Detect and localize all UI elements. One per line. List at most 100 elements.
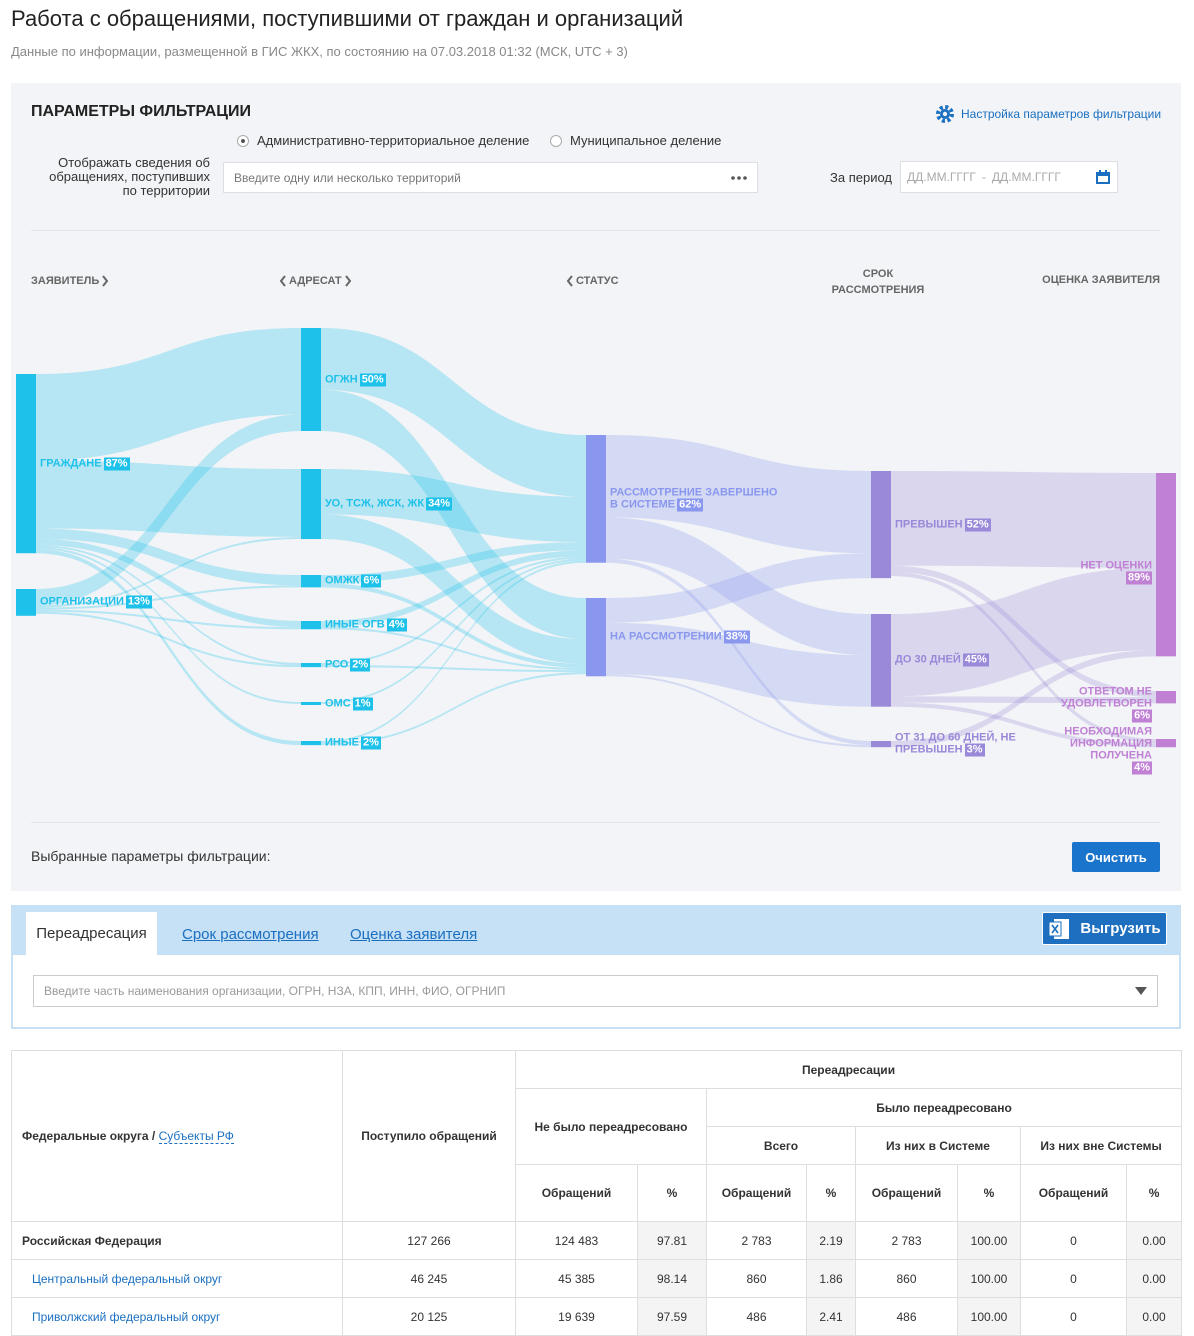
node-label[interactable]: ИНЫЕ ОГВ 4%: [325, 618, 407, 632]
node-label[interactable]: ПРЕВЫШЕН 52%: [895, 518, 991, 532]
chevron-left[interactable]: [566, 274, 574, 288]
radio-label[interactable]: Административно-территориальное деление: [257, 133, 530, 148]
column-title-text[interactable]: АДРЕСАТ: [289, 275, 342, 287]
chevron-right[interactable]: [344, 274, 352, 288]
node-label-text[interactable]: ОРГАНИЗАЦИИ: [40, 595, 124, 608]
node-label[interactable]: НА РАССМОТРЕНИИ 38%: [610, 630, 750, 644]
node-value-badge[interactable]: 34%: [426, 497, 453, 511]
node-value-badge[interactable]: 52%: [964, 518, 991, 532]
column-title[interactable]: АДРЕСАТ: [279, 274, 352, 288]
node[interactable]: [16, 374, 36, 554]
column-title-text[interactable]: ЗАЯВИТЕЛЬ: [31, 275, 100, 287]
node[interactable]: [301, 741, 321, 746]
node-label-text[interactable]: УО, ТСЖ, ЖСК, ЖК: [325, 497, 425, 510]
node[interactable]: [871, 741, 891, 748]
node-label-text[interactable]: ИНЫЕ: [325, 736, 359, 749]
column-title-text[interactable]: СТАТУС: [576, 275, 619, 287]
excel-icon[interactable]: [1048, 918, 1070, 940]
node-label[interactable]: ОРГАНИЗАЦИИ 13%: [40, 595, 152, 609]
chevron-left[interactable]: [279, 274, 287, 288]
node-label-text[interactable]: ОТ 31 ДО 60 ДНЕЙ, НЕ ПРЕВЫШЕН: [895, 731, 1016, 756]
node-value-badge[interactable]: 4%: [386, 618, 407, 632]
node-label[interactable]: ИНЫЕ 2%: [325, 736, 381, 750]
node-value-badge[interactable]: 62%: [677, 498, 704, 512]
node-label[interactable]: НЕОБХОДИМАЯ ИНФОРМАЦИЯ ПОЛУЧЕНА 4%: [1042, 726, 1152, 775]
node-label[interactable]: ОГЖН 50%: [325, 373, 386, 386]
node[interactable]: [301, 469, 321, 540]
node[interactable]: [586, 598, 606, 677]
node-value-badge[interactable]: 2%: [350, 658, 371, 672]
node[interactable]: [1156, 691, 1176, 704]
dropdown-arrow[interactable]: [1135, 987, 1147, 995]
node-label-text[interactable]: ГРАЖДАНЕ: [40, 457, 102, 470]
search-select[interactable]: Введите часть наименования организации, …: [33, 975, 1158, 1007]
node[interactable]: [301, 575, 321, 588]
node-label[interactable]: ОТ 31 ДО 60 ДНЕЙ, НЕ ПРЕВЫШЕН 3%: [895, 732, 1045, 757]
node[interactable]: [871, 471, 891, 579]
node-value-badge[interactable]: 89%: [1125, 571, 1152, 585]
node-value-badge[interactable]: 13%: [125, 595, 152, 609]
node[interactable]: [301, 702, 321, 705]
radio-circle[interactable]: [237, 134, 249, 147]
node-label-text[interactable]: ОМЖК: [325, 574, 360, 587]
radio-option[interactable]: Административно-территориальное деление: [237, 133, 529, 148]
date-input[interactable]: ДД.ММ.ГГГГ - ДД.ММ.ГГГГ: [900, 161, 1118, 193]
node-label-text[interactable]: ИНЫЕ ОГВ: [325, 618, 385, 631]
tab-active[interactable]: Переадресация: [26, 912, 157, 955]
column-title[interactable]: СТАТУС: [566, 274, 619, 288]
node-label-text[interactable]: РАССМОТРЕНИЕ ЗАВЕРШЕНО В СИСТЕМЕ: [610, 486, 778, 511]
node-label[interactable]: ДО 30 ДНЕЙ 45%: [895, 653, 989, 667]
export-button[interactable]: Выгрузить: [1042, 912, 1167, 945]
node-label-text[interactable]: НА РАССМОТРЕНИИ: [610, 630, 722, 643]
node-value-badge[interactable]: 6%: [1132, 709, 1152, 723]
settings-link[interactable]: Настройка параметров фильтрации: [935, 104, 1161, 124]
table-cell[interactable]: Приволжский федеральный округ: [11, 1297, 343, 1336]
radio-circle[interactable]: [550, 134, 562, 147]
node-label-text[interactable]: ОТВЕТОМ НЕ УДОВЛЕТВОРЕН: [1061, 685, 1152, 710]
node-value-badge[interactable]: 38%: [723, 630, 750, 644]
node-value-badge[interactable]: 4%: [1132, 761, 1152, 775]
node-label[interactable]: РСО 2%: [325, 658, 371, 672]
column-title[interactable]: ЗАЯВИТЕЛЬ: [31, 274, 109, 288]
node[interactable]: [871, 614, 891, 707]
node-label-text[interactable]: ОМС: [325, 697, 351, 709]
node[interactable]: [301, 663, 321, 668]
radio-label[interactable]: Муниципальное деление: [570, 133, 722, 148]
node-label[interactable]: ОТВЕТОМ НЕ УДОВЛЕТВОРЕН 6%: [1042, 686, 1152, 723]
node-label-text[interactable]: ДО 30 ДНЕЙ: [895, 653, 961, 666]
radio-option[interactable]: Муниципальное деление: [550, 133, 721, 148]
settings-text[interactable]: Настройка параметров фильтрации: [961, 107, 1162, 121]
node-label[interactable]: ОМС 1%: [325, 697, 373, 710]
calendar-icon[interactable]: [1095, 169, 1111, 185]
chevron-right[interactable]: [101, 274, 109, 288]
node[interactable]: [586, 435, 606, 563]
export-text[interactable]: Выгрузить: [1080, 920, 1161, 937]
node-label-text[interactable]: ОГЖН: [325, 373, 358, 385]
node-label[interactable]: ГРАЖДАНЕ 87%: [40, 457, 130, 471]
node-value-badge[interactable]: 1%: [352, 697, 373, 710]
node-value-badge[interactable]: 45%: [962, 653, 989, 667]
node-value-badge[interactable]: 50%: [359, 373, 386, 386]
node-label[interactable]: РАССМОТРЕНИЕ ЗАВЕРШЕНО В СИСТЕМЕ 62%: [610, 486, 785, 512]
header-link[interactable]: Субъекты РФ: [158, 1129, 234, 1144]
node-label-text[interactable]: РСО: [325, 658, 349, 671]
dots-icon[interactable]: [731, 175, 747, 180]
node-label-text[interactable]: НЕОБХОДИМАЯ ИНФОРМАЦИЯ ПОЛУЧЕНА: [1064, 725, 1152, 762]
node-label[interactable]: ОМЖК 6%: [325, 574, 382, 588]
node[interactable]: [301, 328, 321, 431]
node-value-badge[interactable]: 3%: [964, 743, 985, 757]
table-cell[interactable]: Центральный федеральный округ: [11, 1259, 343, 1298]
node-label[interactable]: НЕТ ОЦЕНКИ 89%: [1080, 559, 1152, 585]
node[interactable]: [16, 589, 36, 616]
territory-input[interactable]: Введите одну или несколько территорий: [223, 162, 758, 193]
node[interactable]: [301, 621, 321, 630]
node-value-badge[interactable]: 2%: [360, 736, 381, 750]
clear-button[interactable]: Очистить: [1072, 842, 1160, 872]
node-value-badge[interactable]: 6%: [361, 574, 382, 588]
node-label-text[interactable]: ПРЕВЫШЕН: [895, 518, 963, 531]
node[interactable]: [1156, 739, 1176, 748]
node-label[interactable]: УО, ТСЖ, ЖСК, ЖК 34%: [325, 497, 453, 511]
node[interactable]: [1156, 473, 1176, 657]
tab[interactable]: Оценка заявителя: [350, 926, 478, 943]
tab[interactable]: Срок рассмотрения: [182, 926, 319, 943]
